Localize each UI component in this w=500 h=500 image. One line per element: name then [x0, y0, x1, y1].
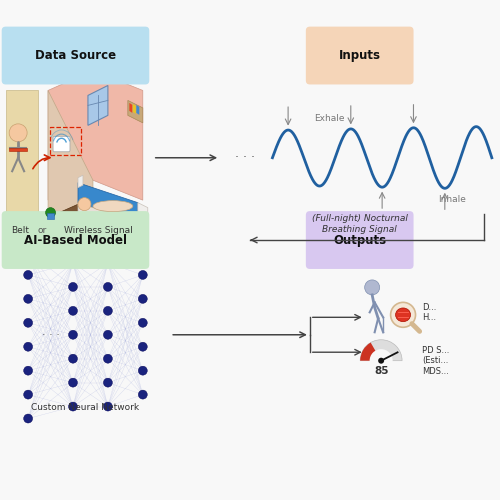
Text: AI-Based Model: AI-Based Model: [24, 234, 127, 246]
Text: Belt: Belt: [10, 226, 29, 235]
Text: or: or: [38, 226, 46, 235]
Bar: [6, 90, 38, 220]
Circle shape: [24, 318, 32, 328]
Text: · · ·: · · ·: [42, 330, 60, 340]
Text: Data Source: Data Source: [35, 49, 116, 62]
Circle shape: [24, 414, 32, 423]
Circle shape: [104, 330, 112, 340]
Circle shape: [24, 246, 32, 256]
Circle shape: [68, 330, 78, 340]
Text: Outputs: Outputs: [333, 234, 386, 246]
Bar: [47, 212, 54, 219]
Polygon shape: [130, 103, 132, 113]
Polygon shape: [78, 202, 138, 232]
Polygon shape: [138, 202, 148, 222]
Text: Custom Neural Network: Custom Neural Network: [32, 402, 140, 411]
Circle shape: [138, 318, 147, 328]
Circle shape: [24, 342, 32, 351]
Circle shape: [68, 378, 78, 387]
Circle shape: [138, 270, 147, 280]
Text: (Full-night) Nocturnal
Breathing Signal: (Full-night) Nocturnal Breathing Signal: [312, 214, 408, 234]
FancyBboxPatch shape: [2, 211, 150, 269]
Circle shape: [78, 198, 91, 210]
Text: Inhale: Inhale: [438, 195, 466, 204]
Circle shape: [68, 354, 78, 363]
Circle shape: [68, 402, 78, 411]
Circle shape: [104, 402, 112, 411]
Text: · · ·: · · ·: [235, 152, 255, 164]
Circle shape: [104, 354, 112, 363]
Circle shape: [68, 306, 78, 316]
Circle shape: [24, 270, 32, 280]
Circle shape: [138, 294, 147, 304]
FancyBboxPatch shape: [306, 211, 414, 269]
Polygon shape: [88, 86, 108, 126]
Polygon shape: [48, 90, 93, 218]
Circle shape: [364, 280, 380, 295]
Polygon shape: [48, 198, 143, 237]
Text: 85: 85: [374, 366, 388, 376]
Circle shape: [390, 302, 415, 328]
Circle shape: [104, 282, 112, 292]
Text: Exhale: Exhale: [314, 114, 345, 123]
Polygon shape: [78, 175, 83, 188]
Polygon shape: [133, 104, 136, 114]
Text: Wireless Signal: Wireless Signal: [64, 226, 132, 235]
Circle shape: [138, 342, 147, 351]
Polygon shape: [78, 182, 138, 222]
Text: PD S...
(Esti...
MDS...: PD S... (Esti... MDS...: [422, 346, 450, 376]
Circle shape: [370, 349, 392, 372]
Circle shape: [24, 366, 32, 375]
Polygon shape: [136, 105, 140, 115]
FancyBboxPatch shape: [306, 26, 414, 84]
Wedge shape: [360, 342, 381, 360]
Circle shape: [68, 282, 78, 292]
Polygon shape: [48, 70, 143, 200]
FancyBboxPatch shape: [2, 26, 150, 84]
Circle shape: [104, 306, 112, 316]
Wedge shape: [360, 340, 402, 360]
FancyBboxPatch shape: [53, 136, 70, 152]
Circle shape: [68, 258, 78, 268]
Circle shape: [138, 390, 147, 399]
Circle shape: [104, 378, 112, 387]
Circle shape: [46, 208, 56, 218]
Circle shape: [378, 358, 384, 364]
Ellipse shape: [93, 200, 133, 211]
Circle shape: [104, 258, 112, 268]
Circle shape: [24, 294, 32, 304]
Circle shape: [9, 124, 27, 142]
Text: Inputs: Inputs: [338, 49, 380, 62]
Ellipse shape: [396, 308, 410, 322]
Bar: [9, 148, 27, 152]
Polygon shape: [128, 100, 143, 123]
Circle shape: [138, 366, 147, 375]
Text: D...
H...: D... H...: [422, 302, 436, 322]
Circle shape: [24, 390, 32, 399]
